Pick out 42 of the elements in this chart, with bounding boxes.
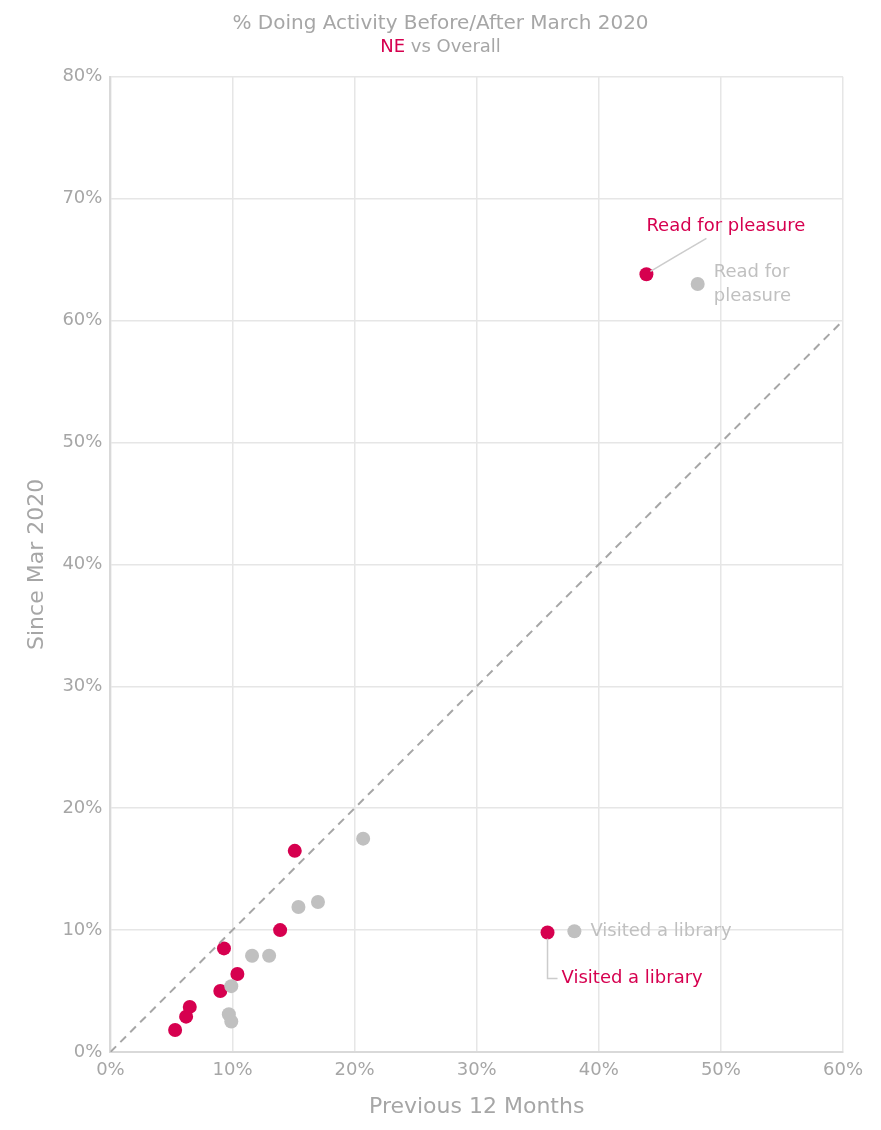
x-tick-label: 30% [456, 1058, 497, 1080]
annotation: Visited a library [590, 918, 732, 940]
annotation: Visited a library [561, 966, 704, 988]
chart-title: % Doing Activity Before/After March 2020 [231, 9, 650, 34]
x-tick-label: 40% [578, 1058, 619, 1080]
point [224, 979, 239, 994]
point [273, 923, 288, 938]
x-tick-label: 0% [96, 1058, 125, 1080]
point [224, 1014, 239, 1029]
y-tick-label: 80% [62, 64, 103, 86]
point [262, 948, 277, 963]
point [310, 895, 325, 910]
point [179, 1009, 194, 1024]
point [639, 267, 654, 282]
x-tick-label: 10% [212, 1058, 253, 1080]
point [230, 966, 245, 981]
point [213, 984, 228, 999]
point [291, 899, 306, 914]
point [567, 924, 582, 939]
y-tick-label: 10% [62, 917, 103, 939]
x-axis-title: Previous 12 Months [369, 1092, 585, 1118]
point [216, 941, 231, 956]
point [690, 277, 705, 292]
y-tick-label: 50% [62, 430, 103, 452]
y-tick-label: 70% [62, 186, 103, 208]
y-tick-label: 60% [62, 308, 103, 330]
point [168, 1023, 183, 1038]
x-tick-label: 50% [700, 1058, 741, 1080]
chart-subtitle: NE vs Overall [379, 34, 502, 58]
y-tick-label: 40% [62, 552, 103, 574]
y-tick-label: 0% [73, 1039, 103, 1061]
y-tick-label: 20% [62, 795, 103, 817]
point [245, 948, 260, 963]
point [356, 831, 371, 846]
annotation: Read for pleasure [646, 213, 806, 235]
y-tick-label: 30% [62, 673, 103, 695]
point [287, 843, 302, 858]
point [540, 925, 555, 940]
x-tick-label: 20% [334, 1058, 375, 1080]
x-tick-label: 60% [822, 1058, 864, 1080]
annotation: Read for pleasure [713, 259, 792, 305]
y-axis-title: Since Mar 2020 [22, 478, 48, 650]
